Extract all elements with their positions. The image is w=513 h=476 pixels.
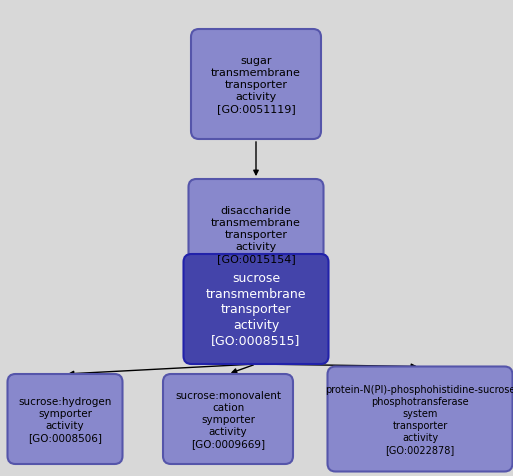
Text: disaccharide
transmembrane
transporter
activity
[GO:0015154]: disaccharide transmembrane transporter a… — [211, 206, 301, 263]
Text: sucrose:hydrogen
symporter
activity
[GO:0008506]: sucrose:hydrogen symporter activity [GO:… — [18, 396, 112, 442]
Text: sucrose:monovalent
cation
symporter
activity
[GO:0009669]: sucrose:monovalent cation symporter acti… — [175, 390, 281, 448]
FancyBboxPatch shape — [184, 255, 328, 364]
FancyBboxPatch shape — [163, 374, 293, 464]
Text: sucrose
transmembrane
transporter
activity
[GO:0008515]: sucrose transmembrane transporter activi… — [206, 272, 306, 347]
FancyBboxPatch shape — [8, 374, 123, 464]
FancyBboxPatch shape — [191, 30, 321, 140]
FancyBboxPatch shape — [188, 179, 324, 289]
FancyBboxPatch shape — [327, 367, 512, 472]
Text: protein-N(PI)-phosphohistidine-sucrose
phosphotransferase
system
transporter
act: protein-N(PI)-phosphohistidine-sucrose p… — [325, 384, 513, 454]
Text: sugar
transmembrane
transporter
activity
[GO:0051119]: sugar transmembrane transporter activity… — [211, 56, 301, 114]
